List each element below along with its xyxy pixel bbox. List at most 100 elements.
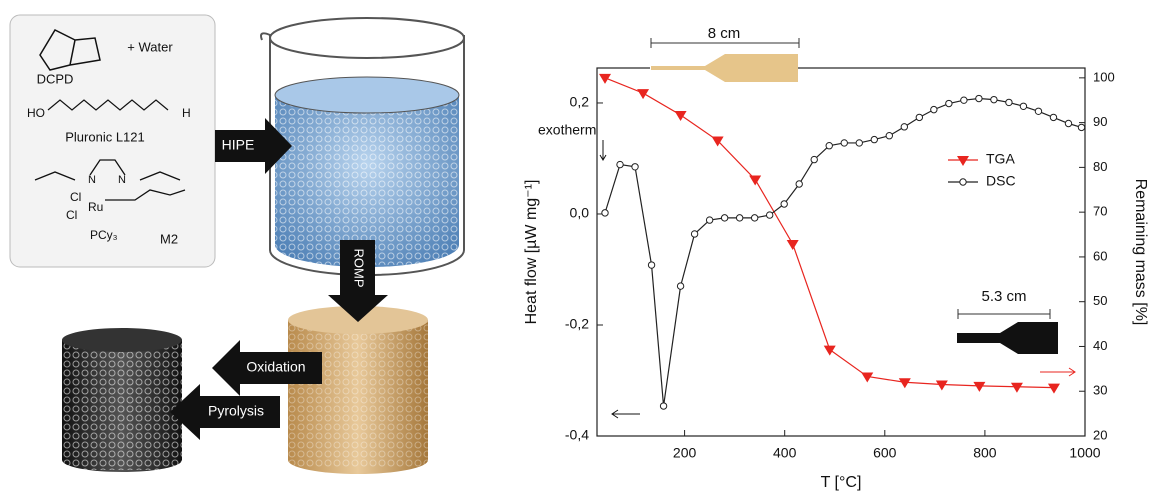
y-tick-label: -0,2: [565, 316, 589, 332]
point: [886, 133, 892, 139]
point: [856, 140, 862, 146]
label: M2: [160, 231, 178, 246]
atom: Ru: [88, 200, 103, 214]
label: Pluronic L121: [65, 129, 145, 144]
scale-bar: [958, 309, 1050, 319]
y-tick-label: 0,0: [570, 205, 590, 221]
atom: N: [88, 174, 96, 186]
point: [677, 283, 683, 289]
step-label: Pyrolysis: [208, 403, 264, 419]
point: [946, 100, 952, 106]
beaker-rim: [270, 18, 464, 58]
y2-tick-label: 20: [1093, 427, 1107, 442]
point: [599, 74, 611, 84]
carbon-pores: [62, 340, 182, 470]
point: [648, 262, 654, 268]
point: [936, 381, 948, 391]
point: [691, 231, 697, 237]
point: [602, 210, 608, 216]
point: [1035, 108, 1041, 114]
point: [1020, 103, 1026, 109]
point: [1078, 124, 1084, 130]
point: [632, 164, 638, 170]
point: [749, 175, 761, 185]
y2-tick-label: 70: [1093, 204, 1107, 219]
y2-tick-label: 60: [1093, 248, 1107, 263]
point: [824, 346, 836, 356]
atom: Cl: [66, 208, 77, 222]
plot-frame: [597, 68, 1085, 436]
label: DCPD: [37, 71, 74, 86]
exotherm-arrow: [600, 140, 606, 160]
x-tick-label: 600: [873, 445, 897, 461]
y2-tick-label: 80: [1093, 159, 1107, 174]
legend-marker: [957, 156, 969, 166]
y2-tick-label: 90: [1093, 114, 1107, 129]
point: [787, 240, 799, 250]
point: [1011, 383, 1023, 393]
chart: T [°C] Heat flow [µW mg⁻¹] Remaining mas…: [523, 25, 1149, 491]
atom: HO: [27, 106, 45, 120]
axis-arrow: [1040, 368, 1075, 376]
carbon-photo: [957, 322, 1058, 354]
atom: N: [118, 174, 126, 186]
point: [976, 95, 982, 101]
atom: PCy₃: [90, 228, 118, 242]
point: [675, 111, 687, 121]
x-tick-label: 800: [973, 445, 997, 461]
point: [973, 382, 985, 392]
y2-axis-label: Remaining mass [%]: [1132, 179, 1149, 326]
point: [899, 378, 911, 388]
point: [751, 215, 757, 221]
y-tick-label: -0,4: [565, 427, 589, 443]
point: [961, 97, 967, 103]
point: [901, 124, 907, 130]
axis-arrow: [612, 410, 640, 418]
x-tick-label: 1000: [1069, 445, 1100, 461]
foam-top: [275, 77, 459, 113]
point: [1006, 99, 1012, 105]
scheme: DCPD + Water HO H Pluronic L121 N N Cl C…: [10, 15, 464, 474]
atom: H: [182, 106, 191, 120]
x-tick-label: 200: [673, 445, 697, 461]
point: [826, 143, 832, 149]
y-tick-label: 0,2: [570, 94, 590, 110]
x-axis-label: T [°C]: [821, 474, 862, 491]
point: [637, 89, 649, 99]
atom: Cl: [70, 190, 81, 204]
point: [871, 136, 877, 142]
point: [931, 106, 937, 112]
point: [991, 96, 997, 102]
step-label: HIPE: [222, 137, 255, 153]
point: [841, 140, 847, 146]
y2-tick-label: 100: [1093, 69, 1115, 84]
label: + Water: [127, 39, 173, 54]
annotation: exotherm: [538, 122, 596, 138]
point: [811, 156, 817, 162]
figure: DCPD + Water HO H Pluronic L121 N N Cl C…: [0, 0, 1154, 495]
annotation: 8 cm: [708, 25, 741, 42]
legend-label: DSC: [986, 173, 1016, 189]
x-tick-label: 400: [773, 445, 797, 461]
y2-tick-label: 30: [1093, 383, 1107, 398]
point: [781, 201, 787, 207]
annotation: 5.3 cm: [981, 288, 1026, 305]
point: [736, 215, 742, 221]
y-axis-label: Heat flow [µW mg⁻¹]: [523, 180, 540, 325]
point: [1048, 384, 1060, 394]
point: [1050, 114, 1056, 120]
polymer-pores: [288, 320, 428, 468]
step-label: Oxidation: [246, 359, 305, 375]
point: [706, 217, 712, 223]
figure-svg: DCPD + Water HO H Pluronic L121 N N Cl C…: [0, 0, 1154, 495]
legend-marker: [960, 179, 966, 185]
step-label: ROMP: [352, 249, 367, 288]
y2-tick-label: 50: [1093, 293, 1107, 308]
point: [1065, 120, 1071, 126]
point: [766, 212, 772, 218]
carbon-top: [62, 328, 182, 352]
foam-bubbles: [275, 95, 459, 265]
point: [721, 215, 727, 221]
legend-label: TGA: [986, 151, 1015, 167]
point: [796, 181, 802, 187]
